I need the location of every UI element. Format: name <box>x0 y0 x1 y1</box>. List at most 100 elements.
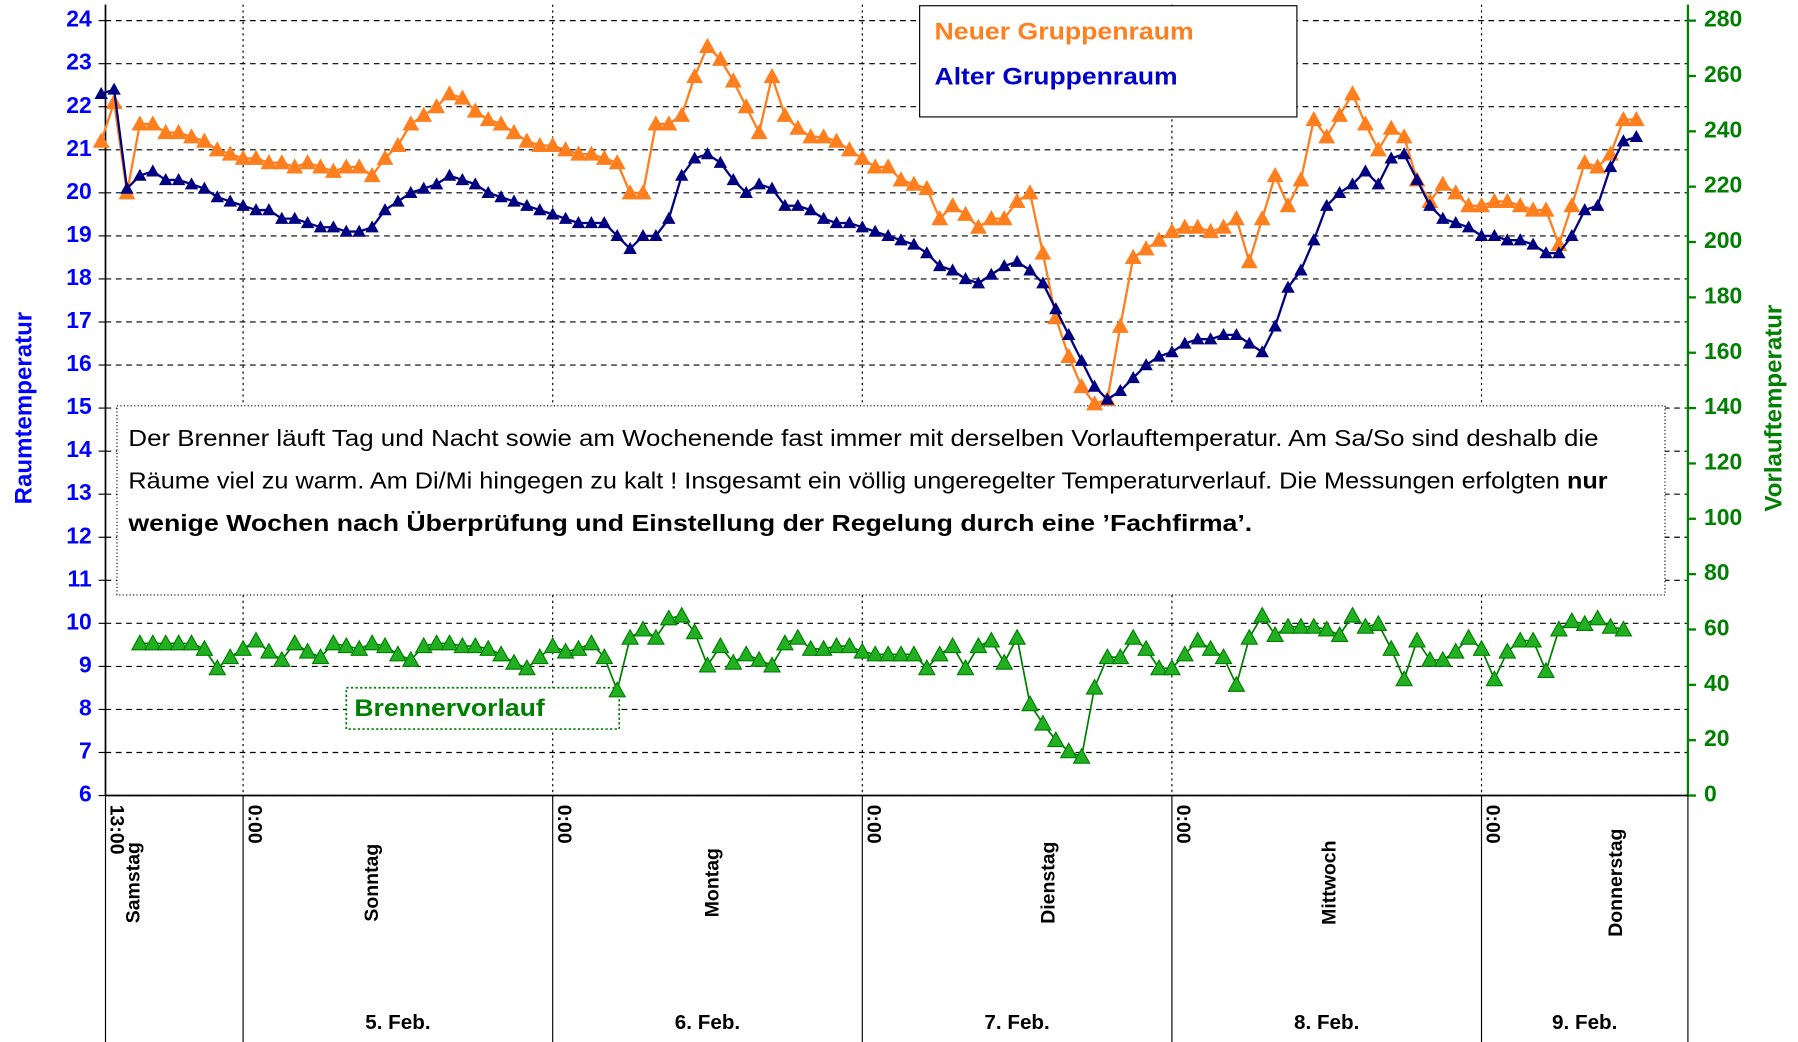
data-point <box>1602 145 1619 161</box>
data-point <box>520 198 534 211</box>
data-point <box>1189 218 1207 234</box>
data-point <box>634 620 653 637</box>
data-point <box>647 115 665 131</box>
y2-tick-label: 140 <box>1704 393 1742 419</box>
data-point <box>311 647 330 665</box>
data-point <box>1098 647 1117 665</box>
data-point <box>272 650 291 667</box>
data-point <box>778 198 792 211</box>
data-point <box>1420 650 1439 667</box>
data-point <box>1124 248 1142 264</box>
data-point <box>1498 192 1516 208</box>
data-point <box>737 645 756 662</box>
data-point <box>376 149 394 165</box>
data-point <box>1345 177 1360 190</box>
data-point <box>556 642 575 659</box>
data-point <box>649 228 663 242</box>
data-point <box>1524 631 1543 648</box>
data-point <box>621 628 640 645</box>
data-point <box>840 141 858 157</box>
data-point <box>505 123 523 140</box>
data-point <box>262 203 276 216</box>
data-point <box>120 181 134 194</box>
data-point <box>375 636 395 654</box>
data-point <box>544 136 562 153</box>
data-point <box>1460 197 1478 213</box>
data-point <box>1162 659 1181 676</box>
data-point <box>429 177 444 190</box>
y2-tick-label: 160 <box>1704 338 1742 364</box>
data-point <box>143 634 162 651</box>
data-point <box>724 653 743 670</box>
data-point <box>1008 192 1026 208</box>
note-box <box>116 405 1666 596</box>
data-point <box>479 639 498 656</box>
data-point <box>802 128 820 144</box>
data-point <box>1576 154 1594 170</box>
data-point <box>1229 327 1244 341</box>
data-point <box>1511 631 1530 648</box>
data-point <box>298 642 317 659</box>
data-point <box>1113 383 1128 397</box>
y-tick-label: 7 <box>79 738 92 764</box>
data-point <box>789 119 807 135</box>
data-point <box>1201 639 1220 656</box>
data-point <box>1423 198 1437 211</box>
data-point <box>531 136 549 153</box>
data-point <box>249 203 263 216</box>
data-point <box>1163 222 1181 239</box>
data-point <box>853 642 872 659</box>
data-point <box>904 645 923 662</box>
data-point <box>1614 620 1633 637</box>
data-point <box>1085 678 1104 695</box>
data-point <box>1073 377 1091 394</box>
y2-tick-label: 220 <box>1704 172 1742 198</box>
data-point <box>1498 642 1517 659</box>
data-point <box>1268 319 1282 332</box>
data-point <box>1356 115 1374 131</box>
data-point <box>1332 185 1347 198</box>
data-point <box>1344 85 1361 101</box>
data-point <box>1304 617 1323 634</box>
data-point <box>1059 742 1078 759</box>
data-point <box>957 205 974 221</box>
data-point <box>917 659 936 676</box>
data-point <box>969 218 987 234</box>
data-point <box>827 636 846 654</box>
data-point <box>739 185 753 198</box>
data-point <box>905 175 923 191</box>
y-tick-label: 23 <box>66 49 91 75</box>
data-point <box>1215 218 1232 234</box>
data-point <box>1369 614 1388 631</box>
x-tick-label: 0:00 <box>862 805 884 844</box>
data-point <box>1281 280 1295 293</box>
data-point <box>1008 628 1027 645</box>
y2-tick-label: 240 <box>1704 116 1742 142</box>
data-point <box>195 132 213 148</box>
data-point <box>157 123 175 140</box>
day-label: Samstag <box>122 842 144 923</box>
data-point <box>156 634 175 651</box>
data-point <box>1513 233 1527 246</box>
data-point <box>621 184 639 200</box>
data-point <box>892 171 910 187</box>
data-point <box>1175 645 1194 662</box>
data-point <box>1178 336 1192 349</box>
data-point <box>1216 327 1231 341</box>
data-point <box>943 636 962 654</box>
data-point <box>363 634 382 651</box>
data-point <box>1382 119 1400 135</box>
data-point <box>1371 177 1386 190</box>
data-point <box>1526 237 1540 250</box>
data-point <box>945 263 960 276</box>
note-text: Der Brenner läuft Tag und Nacht sowie am… <box>128 425 1598 451</box>
data-point <box>1086 395 1103 411</box>
y-tick-label: 22 <box>66 92 91 118</box>
y-tick-label: 16 <box>66 350 91 376</box>
data-point <box>737 98 755 114</box>
data-point <box>1537 201 1555 217</box>
y-tick-label: 20 <box>66 178 91 204</box>
data-point <box>1240 253 1258 269</box>
data-point <box>246 631 265 648</box>
data-point <box>1291 617 1310 634</box>
